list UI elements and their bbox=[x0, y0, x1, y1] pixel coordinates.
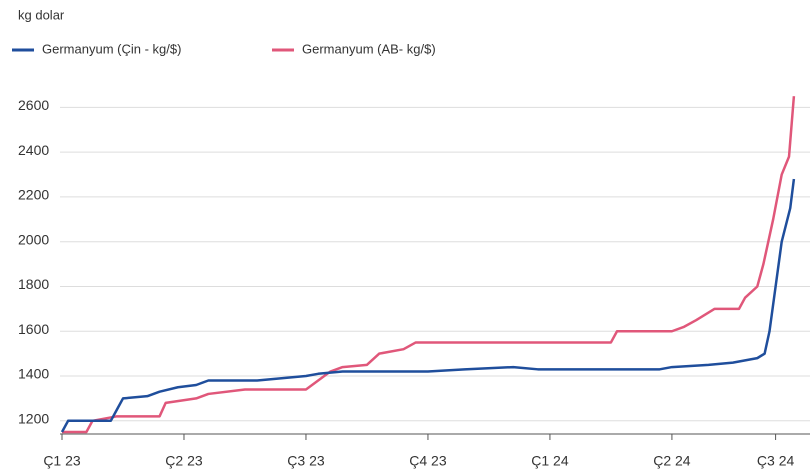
line-series bbox=[62, 96, 796, 434]
x-tick-label: Ç2 24 bbox=[653, 453, 691, 469]
y-tick-label: 1800 bbox=[18, 276, 49, 292]
x-tick-label: Ç3 24 bbox=[757, 453, 795, 469]
y-tick-label: 1400 bbox=[18, 366, 49, 382]
y-tick-label: 1600 bbox=[18, 321, 49, 337]
y-tick-label: 2200 bbox=[18, 187, 49, 203]
legend-label: Germanyum (Çin - kg/$) bbox=[42, 41, 181, 56]
y-tick-label: 2000 bbox=[18, 231, 49, 247]
x-tick-label: Ç1 24 bbox=[531, 453, 569, 469]
line-series bbox=[60, 178, 796, 433]
y-tick-label: 1200 bbox=[18, 411, 49, 427]
x-tick-label: Ç1 23 bbox=[43, 453, 81, 469]
x-tick-label: Ç4 23 bbox=[409, 453, 447, 469]
x-tick-label: Ç3 23 bbox=[287, 453, 325, 469]
x-tick-label: Ç2 23 bbox=[165, 453, 203, 469]
y-tick-label: 2600 bbox=[18, 97, 49, 113]
legend-label: Germanyum (AB- kg/$) bbox=[302, 41, 436, 56]
y-axis-label: kg dolar bbox=[18, 7, 65, 22]
y-tick-label: 2400 bbox=[18, 142, 49, 158]
